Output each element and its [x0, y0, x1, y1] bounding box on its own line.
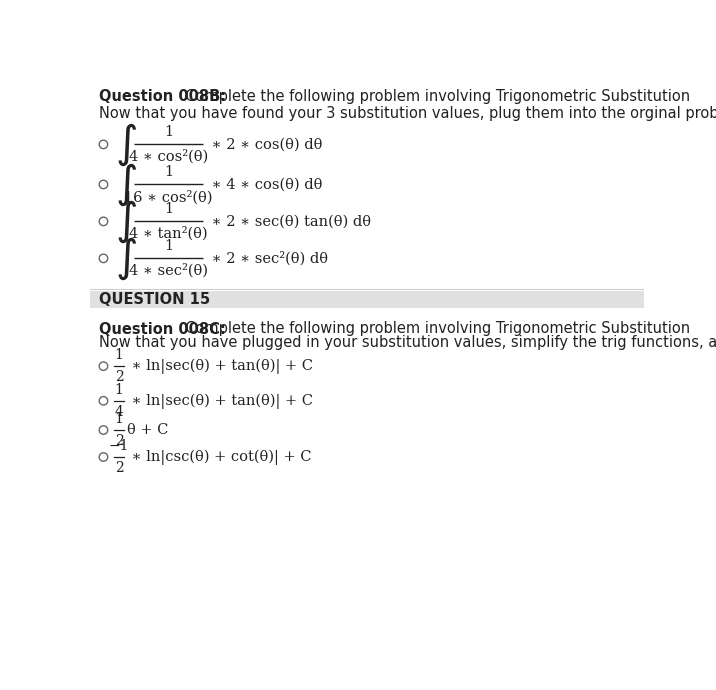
Text: ∗ 2 ∗ sec(θ) tan(θ) dθ: ∗ 2 ∗ sec(θ) tan(θ) dθ [208, 215, 372, 228]
Text: QUESTION 15: QUESTION 15 [99, 292, 210, 306]
Text: ∗ 2 ∗ sec²(θ) dθ: ∗ 2 ∗ sec²(θ) dθ [208, 251, 329, 266]
Text: $\int$: $\int$ [115, 235, 137, 282]
Text: 1: 1 [164, 125, 173, 139]
Text: Now that you have found your 3 substitution values, plug them into the orginal p: Now that you have found your 3 substitut… [99, 106, 716, 121]
Text: 2: 2 [115, 370, 123, 384]
Text: ∗ 4 ∗ cos(θ) dθ: ∗ 4 ∗ cos(θ) dθ [208, 177, 323, 191]
Text: 4 ∗ cos²(θ): 4 ∗ cos²(θ) [129, 150, 208, 164]
Text: 1: 1 [115, 412, 123, 426]
Text: 1: 1 [164, 239, 173, 253]
Text: 4 ∗ tan²(θ): 4 ∗ tan²(θ) [129, 227, 208, 241]
Text: Question 008B:: Question 008B: [99, 89, 226, 104]
Text: ∗ 2 ∗ cos(θ) dθ: ∗ 2 ∗ cos(θ) dθ [208, 137, 323, 151]
Text: 4: 4 [115, 404, 123, 419]
Text: 1: 1 [164, 165, 173, 179]
Text: ∗ ln|sec(θ) + tan(θ)| + C: ∗ ln|sec(θ) + tan(θ)| + C [127, 359, 313, 374]
Text: θ + C: θ + C [127, 423, 168, 437]
Text: 2: 2 [115, 461, 123, 475]
Text: −1: −1 [109, 439, 129, 453]
Text: $\int$: $\int$ [115, 198, 137, 245]
Text: Question 008C:: Question 008C: [99, 322, 226, 337]
FancyBboxPatch shape [90, 290, 644, 308]
Text: $\int$: $\int$ [115, 161, 137, 208]
Text: 2: 2 [115, 434, 123, 448]
Text: 16 ∗ cos²(θ): 16 ∗ cos²(θ) [125, 190, 213, 204]
Text: 1: 1 [164, 202, 173, 216]
Text: Now that you have plugged in your substitution values, simplify the trig functio: Now that you have plugged in your substi… [99, 335, 716, 351]
Text: Complete the following problem involving Trigonometric Substitution: Complete the following problem involving… [176, 322, 690, 337]
Text: ∗ ln|sec(θ) + tan(θ)| + C: ∗ ln|sec(θ) + tan(θ)| + C [127, 393, 313, 408]
Text: $\int$: $\int$ [115, 121, 137, 168]
Text: 1: 1 [115, 383, 123, 397]
Text: ∗ ln|csc(θ) + cot(θ)| + C: ∗ ln|csc(θ) + cot(θ)| + C [127, 449, 311, 465]
Text: 4 ∗ sec²(θ): 4 ∗ sec²(θ) [129, 264, 208, 278]
Text: 1: 1 [115, 348, 123, 362]
Text: Complete the following problem involving Trigonometric Substitution: Complete the following problem involving… [176, 89, 690, 104]
